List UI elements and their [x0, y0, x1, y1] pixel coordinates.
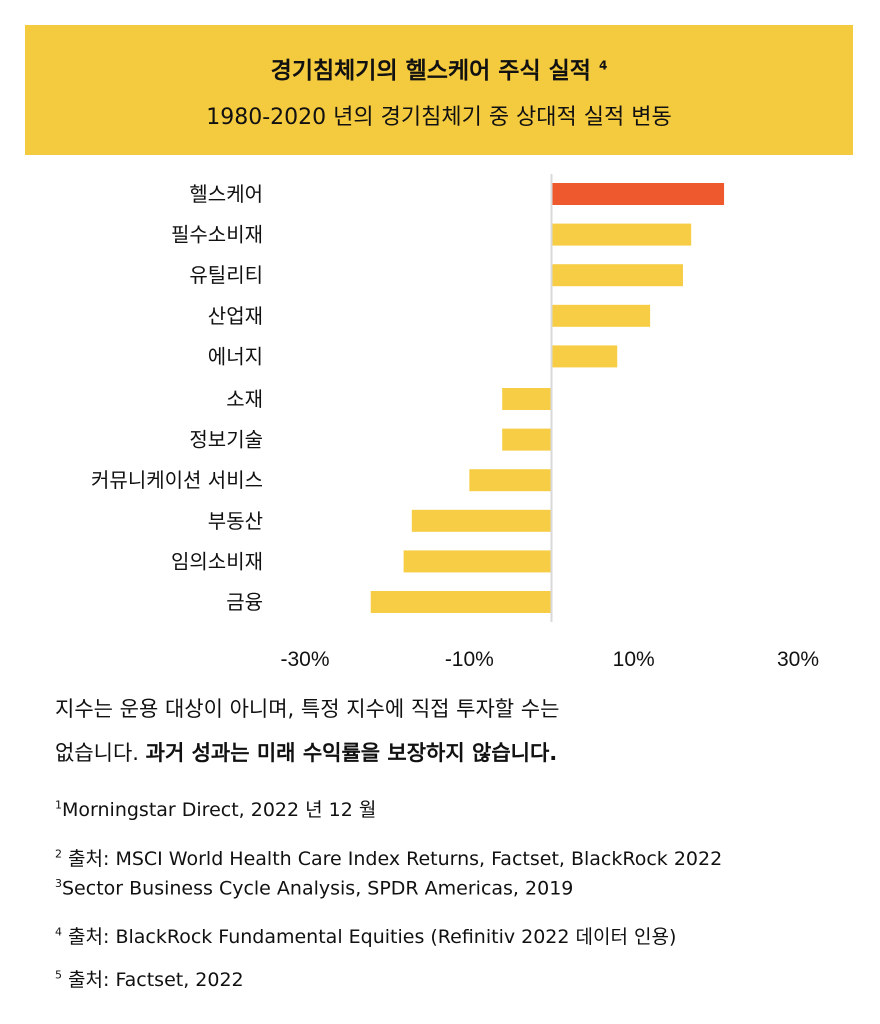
- chart-subtitle: 1980-2020 년의 경기침체기 중 상대적 실적 변동: [206, 105, 672, 130]
- title-footnote-ref: 4: [598, 58, 608, 73]
- bar-2: [551, 264, 683, 287]
- title-text: 경기침체기의 헬스케어 주식 실적: [270, 58, 591, 84]
- bar-7: [469, 469, 552, 492]
- x-tick-label: 30%: [777, 648, 819, 671]
- footnote-text: Sector Business Cycle Analysis, SPDR Ame…: [62, 877, 574, 900]
- disclaimer-bold: 과거 성과는 미래 수익률을 보장하지 않습니다.: [145, 741, 558, 765]
- bar-1: [551, 223, 692, 246]
- chart-title: 경기침체기의 헬스케어 주식 실적 4: [25, 51, 853, 85]
- bar-8: [411, 509, 552, 532]
- category-label: 커뮤니케이션 서비스: [91, 468, 263, 492]
- category-label: 에너지: [208, 344, 263, 368]
- bar-5: [502, 388, 552, 410]
- bar-9: [403, 550, 552, 573]
- footnote-text: Morningstar Direct, 2022 년 12 월: [62, 799, 377, 821]
- footnote-3: 3Sector Business Cycle Analysis, SPDR Am…: [55, 877, 573, 899]
- bar-4: [551, 345, 618, 368]
- disclaimer-line-2: 없습니다. 과거 성과는 미래 수익률을 보장하지 않습니다.: [55, 737, 557, 767]
- bar-0: [551, 183, 725, 205]
- footnote-1: 1Morningstar Direct, 2022 년 12 월: [55, 795, 376, 822]
- x-tick-label: 10%: [613, 648, 655, 671]
- category-label: 임의소비재: [171, 549, 263, 573]
- category-label: 소재: [226, 387, 263, 411]
- footnote-num: 1: [55, 798, 62, 812]
- category-label: 부동산: [208, 509, 263, 533]
- category-label: 유틸리티: [189, 263, 263, 287]
- header-banner: 경기침체기의 헬스케어 주식 실적 4 1980-2020 년의 경기침체기 중…: [25, 25, 853, 155]
- footnote-num: 2: [55, 847, 62, 861]
- footnote-num: 4: [55, 925, 62, 939]
- disclaimer-plain: 없습니다.: [55, 741, 146, 765]
- x-tick-label: -30%: [280, 648, 329, 671]
- footnote-5: 5 출처: Factset, 2022: [55, 965, 244, 992]
- bar-3: [551, 304, 651, 327]
- x-tick-label: -10%: [445, 648, 494, 671]
- footnote-text: 출처: MSCI World Health Care Index Returns…: [62, 848, 723, 870]
- footnote-4: 4 출처: BlackRock Fundamental Equities (Re…: [55, 922, 676, 949]
- category-label: 필수소비재: [171, 223, 263, 247]
- footnote-text: 출처: BlackRock Fundamental Equities (Refi…: [62, 926, 677, 948]
- category-label: 헬스케어: [189, 182, 263, 206]
- bar-6: [502, 428, 552, 451]
- disclaimer-line-1: 지수는 운용 대상이 아니며, 특정 지수에 직접 투자할 수는: [55, 697, 560, 721]
- category-label: 산업재: [208, 304, 263, 328]
- category-label: 정보기술: [189, 428, 263, 452]
- footnote-num: 3: [55, 877, 62, 890]
- category-label: 금융: [226, 590, 263, 614]
- footnote-num: 5: [55, 968, 62, 982]
- footnote-2: 2 출처: MSCI World Health Care Index Retur…: [55, 844, 722, 871]
- bar-10: [370, 591, 552, 613]
- footnote-text: 출처: Factset, 2022: [62, 969, 244, 991]
